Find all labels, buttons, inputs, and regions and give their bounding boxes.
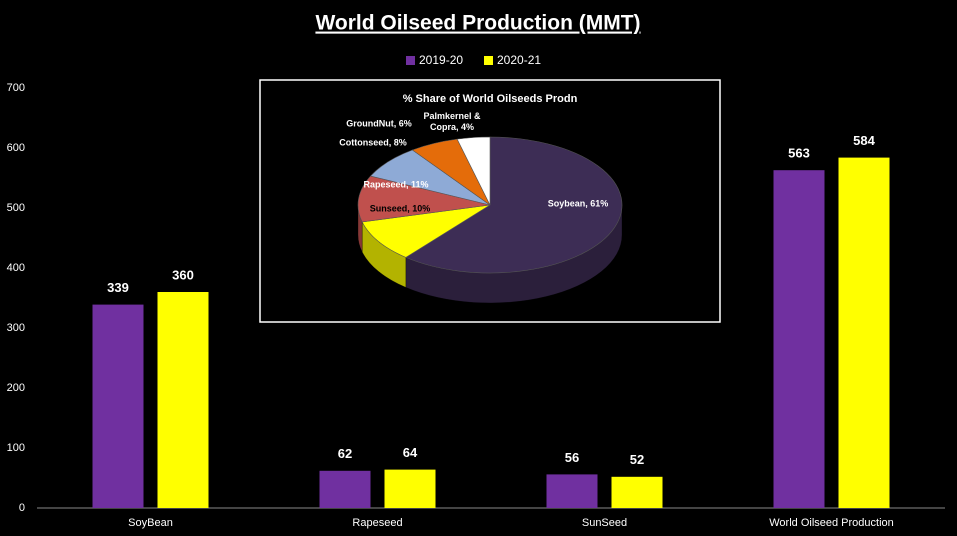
data-label: 360	[172, 267, 194, 282]
x-tick-label: SunSeed	[582, 517, 627, 529]
pie-label: Rapeseed, 11%	[363, 179, 428, 189]
y-tick-label: 200	[7, 382, 25, 394]
data-label: 339	[107, 280, 129, 295]
bar	[611, 476, 663, 508]
pie-label: Palmkernel & Copra, 4%	[423, 111, 481, 132]
data-label: 52	[630, 452, 644, 467]
pie-slice	[456, 136, 491, 206]
pie-label: GroundNut, 6%	[346, 118, 412, 128]
pie-slice	[405, 136, 623, 274]
legend-swatch	[484, 56, 493, 65]
chart-title: World Oilseed Production (MMT)	[315, 12, 640, 35]
bar	[157, 292, 209, 508]
pie-label: Soybean, 61%	[548, 198, 609, 208]
x-tick-label: World Oilseed Production	[769, 517, 894, 529]
data-label: 584	[853, 133, 875, 148]
y-tick-label: 0	[19, 502, 25, 514]
data-label: 56	[565, 450, 579, 465]
y-tick-label: 700	[7, 82, 25, 94]
pie-slice	[361, 204, 491, 258]
pie-title: % Share of World Oilseeds Prodn	[403, 93, 578, 105]
legend-label: 2020-21	[497, 53, 541, 67]
x-tick-label: Rapeseed	[352, 517, 402, 529]
y-tick-label: 500	[7, 202, 25, 214]
y-tick-label: 300	[7, 322, 25, 334]
x-tick-label: SoyBean	[128, 517, 173, 529]
pie-inset: % Share of World Oilseeds Prodn Soybean, …	[259, 79, 721, 323]
y-tick-label: 400	[7, 262, 25, 274]
data-label: 62	[338, 446, 352, 461]
bar	[838, 157, 890, 508]
y-tick-label: 100	[7, 442, 25, 454]
bar	[92, 304, 144, 508]
legend-label: 2019-20	[419, 53, 463, 67]
legend-swatch	[406, 56, 415, 65]
data-label: 563	[788, 146, 810, 161]
bar	[384, 469, 436, 508]
data-label: 64	[403, 445, 418, 460]
bar	[773, 170, 825, 508]
bar	[546, 474, 598, 508]
pie-label: Cottonseed, 8%	[339, 137, 407, 147]
pie-label: Sunseed, 10%	[370, 203, 431, 213]
pie-slice	[357, 175, 491, 223]
y-tick-label: 600	[7, 142, 25, 154]
bar	[319, 470, 371, 508]
